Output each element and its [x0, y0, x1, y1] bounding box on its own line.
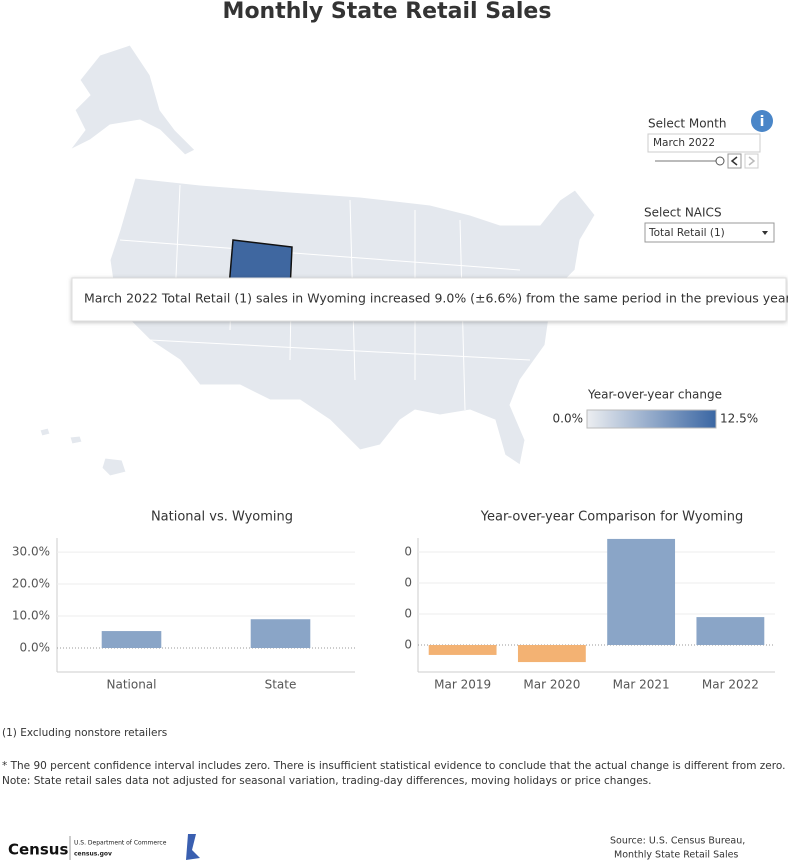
x-tick-label: Mar 2020 — [523, 678, 580, 692]
legend-max: 12.5% — [720, 412, 758, 426]
bar — [428, 645, 497, 655]
page-title: Monthly State Retail Sales — [223, 0, 552, 24]
footnote-note: Note: State retail sales data not adjust… — [2, 775, 652, 787]
department: U.S. Department of Commerce — [74, 840, 167, 847]
alaska — [69, 44, 196, 156]
tooltip-box — [71, 277, 787, 322]
chart-title: National vs. Wyoming — [151, 510, 293, 525]
secondary-logo — [186, 834, 200, 860]
bar — [250, 619, 311, 649]
tooltip-text: March 2022 Total Retail (1) sales in Wyo… — [84, 291, 788, 306]
month-label: Select Month — [648, 117, 726, 131]
naics-value: Total Retail (1) — [648, 227, 725, 239]
next-button[interactable] — [744, 153, 759, 169]
y-tick-label: 20.0% — [12, 577, 50, 591]
census-logo: Census — [8, 841, 68, 859]
prev-button[interactable] — [727, 153, 742, 169]
legend-gradient — [586, 409, 717, 429]
hawaii — [39, 427, 127, 477]
dropdown-arrow — [762, 231, 768, 235]
bar — [101, 631, 162, 649]
bar — [696, 617, 765, 646]
footnote-confidence: * The 90 percent confidence interval inc… — [2, 760, 785, 772]
month-value: March 2022 — [653, 137, 715, 149]
legend-title: Year-over-year change — [587, 388, 722, 402]
next-arrow — [748, 156, 756, 166]
legend-min: 0.0% — [553, 412, 584, 426]
bar — [607, 538, 676, 646]
source-line1: Source: U.S. Census Bureau, — [610, 836, 745, 847]
info-glyph: i — [760, 114, 765, 130]
month-input[interactable] — [647, 133, 761, 153]
source-line2: Monthly State Retail Sales — [614, 850, 738, 861]
y-tick-label: 0.0% — [20, 641, 51, 655]
census-site: census.gov — [74, 851, 112, 858]
naics-label: Select NAICS — [644, 206, 722, 220]
x-tick-label: National — [106, 678, 156, 692]
chart-title: Year-over-year Comparison for Wyoming — [480, 510, 743, 525]
month-slider-handle[interactable] — [715, 156, 725, 166]
info-icon[interactable] — [751, 110, 773, 132]
controls: Select Month i March 2022 Select NAICS T… — [644, 110, 775, 243]
bar — [517, 645, 586, 663]
y-tick-label: 0 — [404, 575, 412, 589]
x-tick-label: Mar 2019 — [434, 678, 491, 692]
y-tick-label: 0 — [404, 606, 412, 620]
y-tick-label: 30.0% — [12, 545, 50, 559]
x-tick-label: Mar 2022 — [702, 678, 759, 692]
y-tick-label: 10.0% — [12, 609, 50, 623]
x-tick-label: State — [265, 678, 297, 692]
y-tick-label: 0 — [404, 544, 412, 558]
map — [39, 44, 596, 477]
prev-arrow — [730, 156, 738, 166]
naics-dropdown[interactable] — [644, 222, 775, 243]
footnote-naics: (1) Excluding nonstore retailers — [2, 727, 167, 739]
x-tick-label: Mar 2021 — [613, 678, 670, 692]
y-tick-label: 0 — [404, 638, 412, 652]
